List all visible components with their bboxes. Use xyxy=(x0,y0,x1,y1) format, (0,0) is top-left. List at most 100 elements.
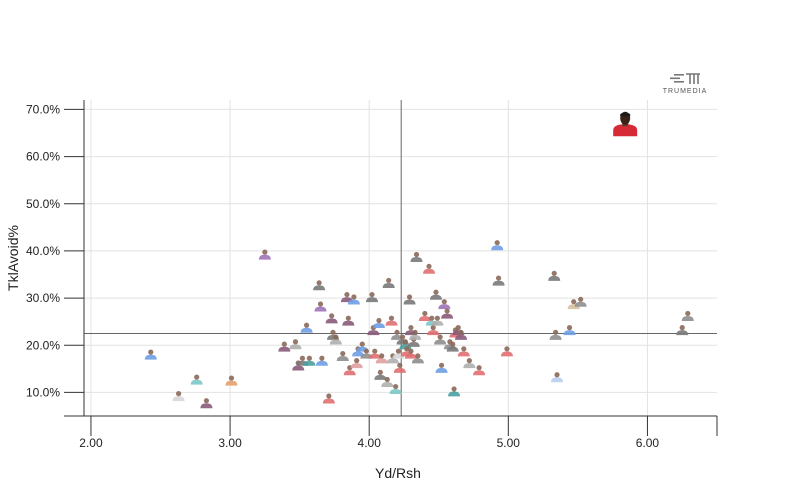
player-point xyxy=(492,275,505,286)
player-shoulders xyxy=(500,351,513,357)
player-point xyxy=(457,346,470,357)
player-shoulders xyxy=(372,323,385,329)
player-shoulders xyxy=(367,330,380,336)
player-shoulders xyxy=(342,320,355,326)
player-point xyxy=(418,310,431,321)
trumedia-logo: TRUMEDIA xyxy=(663,73,708,95)
player-shoulders xyxy=(289,344,302,350)
player-head xyxy=(369,291,375,298)
player-head xyxy=(450,341,456,347)
player-head xyxy=(437,334,443,340)
player-point xyxy=(314,301,327,312)
player-head xyxy=(345,315,351,321)
player-shoulders xyxy=(303,360,316,366)
player-point xyxy=(385,315,398,326)
player-shoulders xyxy=(423,268,436,274)
player-point xyxy=(549,329,562,340)
player-point xyxy=(500,346,513,357)
player-head xyxy=(281,341,287,347)
player-head xyxy=(194,374,200,380)
player-head xyxy=(399,334,406,340)
player-head xyxy=(679,325,685,331)
player-shoulders xyxy=(409,334,422,340)
player-head xyxy=(351,294,357,300)
player-shoulders xyxy=(393,367,406,373)
player-head xyxy=(386,277,392,284)
player-shoulders xyxy=(386,358,399,364)
player-head xyxy=(333,334,339,340)
player-point xyxy=(303,355,316,366)
player-point xyxy=(473,365,486,376)
player-shoulders xyxy=(200,403,213,409)
player-head xyxy=(262,249,268,255)
player-point xyxy=(389,383,402,395)
player-shoulders xyxy=(325,318,338,324)
player-shoulders xyxy=(322,398,335,404)
player-point xyxy=(329,334,342,345)
player-shoulders xyxy=(315,360,328,366)
player-shoulders xyxy=(435,367,448,373)
player-point xyxy=(374,369,387,380)
player-head xyxy=(330,329,336,335)
player-shoulders xyxy=(350,363,363,369)
player-head xyxy=(412,329,418,335)
player-shoulders xyxy=(434,339,447,345)
player-point xyxy=(441,308,454,319)
player-head xyxy=(441,299,447,305)
player-head xyxy=(451,386,457,392)
player-point xyxy=(381,376,394,387)
player-point xyxy=(423,263,436,274)
player-head xyxy=(326,393,332,399)
player-shoulders xyxy=(438,304,451,310)
player-head xyxy=(344,291,350,298)
player-head xyxy=(553,329,559,335)
player-head xyxy=(402,339,408,345)
player-head xyxy=(203,398,210,404)
player-point xyxy=(313,280,326,291)
player-points xyxy=(144,111,694,409)
player-point xyxy=(382,277,395,288)
player-point xyxy=(375,353,388,364)
player-point xyxy=(393,362,406,373)
player-shoulders xyxy=(389,389,402,395)
player-shoulders xyxy=(190,379,203,385)
player-head xyxy=(303,322,310,328)
player-shoulders xyxy=(343,370,356,376)
player-point xyxy=(676,325,689,336)
x-tick-label: 2.00 xyxy=(79,436,103,450)
player-shoulders xyxy=(258,254,271,260)
player-point xyxy=(411,353,424,364)
y-axis-title: TklAvoid% xyxy=(5,225,21,291)
player-point xyxy=(336,350,349,362)
player-shoulders xyxy=(410,257,423,262)
player-shoulders xyxy=(278,346,291,352)
x-axis-title: Yd/Rsh xyxy=(375,465,421,481)
player-shoulders xyxy=(418,315,431,321)
axes: 10.0% 20.0% 30.0% 40.0% 50.0% 60.0% 70.0% 2.00 3… xyxy=(26,100,718,450)
player-shoulders xyxy=(549,334,562,340)
player-shoulders xyxy=(407,341,420,347)
player-head xyxy=(408,325,414,331)
player-head xyxy=(685,310,691,317)
player-head xyxy=(434,315,440,321)
trumedia-logo-mark xyxy=(670,73,700,84)
player-shoulders xyxy=(292,365,305,371)
player-shoulders xyxy=(574,301,587,307)
player-head xyxy=(476,365,482,371)
player-point xyxy=(315,355,328,366)
player-point xyxy=(368,348,381,359)
player-point xyxy=(551,372,564,383)
player-point xyxy=(404,348,417,359)
player-shoulders xyxy=(314,306,327,312)
player-head xyxy=(299,355,306,361)
player-head xyxy=(408,348,414,354)
player-point xyxy=(289,339,302,350)
player-shoulders xyxy=(441,313,454,319)
player-head xyxy=(504,346,510,352)
player-point xyxy=(325,313,338,324)
player-head xyxy=(426,263,432,269)
trumedia-logo-text: TRUMEDIA xyxy=(663,88,708,95)
player-point xyxy=(144,349,157,360)
player-head xyxy=(292,339,299,345)
player-point xyxy=(190,374,203,385)
